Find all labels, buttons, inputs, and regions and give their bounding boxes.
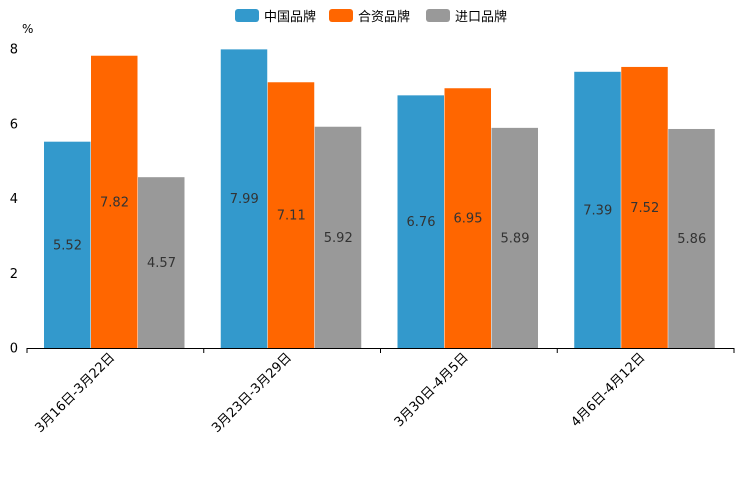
data-label-3-2: 5.92 xyxy=(324,231,353,246)
data-label-1-2: 7.99 xyxy=(230,192,259,207)
y-tick-label: 8 xyxy=(10,43,18,58)
y-axis: 0 2 4 6 8 xyxy=(10,43,18,357)
legend-label-2[interactable]: 合资品牌 xyxy=(358,9,410,25)
y-tick-label: 0 xyxy=(10,342,18,357)
bar-2-4[interactable] xyxy=(621,66,668,348)
data-label-1-4: 7.39 xyxy=(583,203,612,218)
data-label-3-1: 4.57 xyxy=(147,256,176,271)
data-label-2-4: 7.52 xyxy=(630,201,659,216)
x-tick-label-4: 4月6日-4月12日 xyxy=(569,350,649,430)
y-axis-unit-label: % xyxy=(22,22,33,36)
bar-1-3[interactable] xyxy=(397,95,445,348)
legend-swatch-1[interactable] xyxy=(235,9,259,22)
legend-label-1[interactable]: 中国品牌 xyxy=(264,9,316,25)
bar-3-1[interactable] xyxy=(138,177,185,348)
x-tick-label-2: 3月23日-3月29日 xyxy=(209,350,295,436)
bar-3-2[interactable] xyxy=(314,126,362,349)
y-tick-label: 2 xyxy=(10,267,18,282)
data-label-3-4: 5.86 xyxy=(677,232,706,247)
data-label-2-1: 7.82 xyxy=(100,195,129,210)
y-tick-label: 4 xyxy=(10,192,18,207)
y-tick-label: 6 xyxy=(10,117,18,132)
data-label-2-3: 6.95 xyxy=(454,212,483,227)
bar-2-3[interactable] xyxy=(444,88,492,349)
data-label-2-2: 7.11 xyxy=(277,209,306,224)
data-label-1-1: 5.52 xyxy=(53,238,82,253)
data-labels: 5.52 7.82 4.57 7.99 7.11 5.92 6.76 6.95 5.89 7.39… xyxy=(53,192,706,271)
data-label-3-3: 5.89 xyxy=(501,231,530,246)
data-label-1-3: 6.76 xyxy=(407,215,436,230)
legend-swatch-2[interactable] xyxy=(329,9,353,22)
bar-1-4[interactable] xyxy=(574,71,621,348)
bar-2-2[interactable] xyxy=(267,82,315,349)
x-tick-label-1: 3月16日-3月22日 xyxy=(32,350,118,436)
legend-label-3[interactable]: 进口品牌 xyxy=(455,9,507,25)
bar-3-3[interactable] xyxy=(491,127,539,348)
bar-1-1[interactable] xyxy=(44,141,91,348)
bars xyxy=(44,49,715,349)
legend-swatch-3[interactable] xyxy=(426,9,450,22)
bar-1-2[interactable] xyxy=(220,49,268,348)
bar-3-4[interactable] xyxy=(668,128,715,348)
bar-2-1[interactable] xyxy=(91,55,138,348)
x-axis: 3月16日-3月22日 3月23日-3月29日 3月30日-4月5日 4月6日-4月1… xyxy=(26,348,735,436)
legend: 中国品牌 合资品牌 进口品牌 xyxy=(235,9,507,25)
x-tick-label-3: 3月30日-4月5日 xyxy=(392,350,472,430)
